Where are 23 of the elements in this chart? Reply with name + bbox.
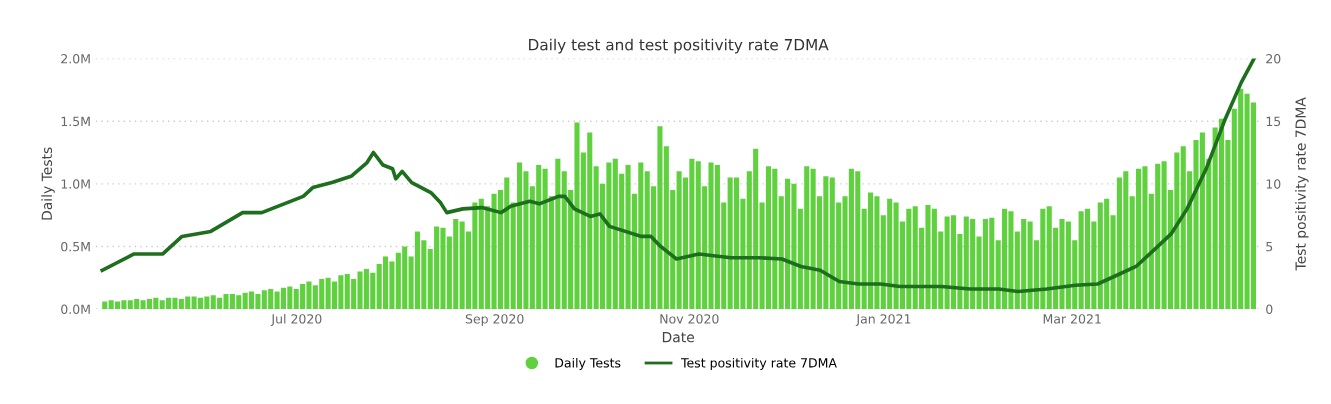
y-tick-label: 2.0M xyxy=(61,54,90,64)
x-tick-label: Sep 2020 xyxy=(465,314,524,327)
y2-axis-title: Test positivity rate 7DMA xyxy=(1295,97,1309,271)
y2-tick-label: 15 xyxy=(1266,116,1281,127)
y2-tick-label: 5 xyxy=(1266,242,1273,252)
x-tick-label: Jan 2021 xyxy=(855,314,911,326)
legend-label: Daily Tests xyxy=(555,357,621,370)
y-tick-label: 0.5M xyxy=(61,241,90,252)
legend-label: Test positivity rate 7DMA xyxy=(681,357,837,370)
chart-title: Daily test and test positivity rate 7DMA xyxy=(529,38,829,54)
bar xyxy=(102,301,108,310)
x-tick-label: Mar 2021 xyxy=(1043,314,1101,324)
x-tick-label: Nov 2020 xyxy=(660,314,719,324)
y2-tick-label: 10 xyxy=(1266,179,1281,189)
y-tick-label: 1.5M xyxy=(61,116,90,127)
line-series xyxy=(100,58,1256,294)
y2-tick-label: 0 xyxy=(1266,304,1273,314)
y-tick-label: 0.0M xyxy=(61,304,90,314)
x-axis-title: Date xyxy=(662,332,694,343)
y-tick-label: 1.0M xyxy=(61,179,90,189)
y-axis-title: Daily Tests xyxy=(41,147,55,220)
x-tick-label: Jul 2020 xyxy=(270,313,322,326)
y2-tick-label: 20 xyxy=(1266,54,1281,64)
